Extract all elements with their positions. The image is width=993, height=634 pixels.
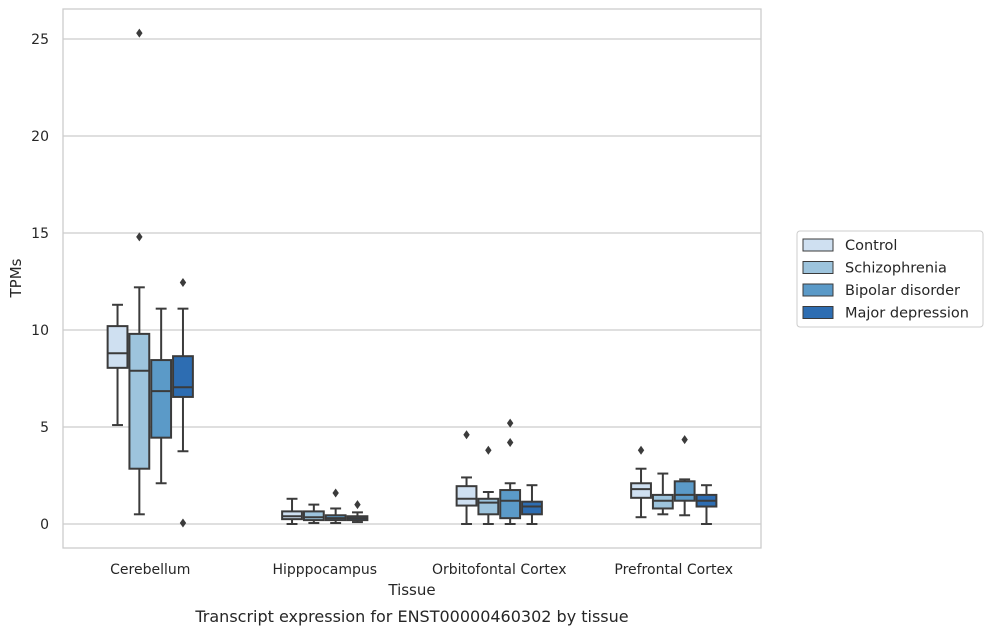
- box-iqr: [302, 510, 325, 522]
- box-orbitofontal-cortex-bipolar-disorder: [499, 418, 522, 525]
- box-prefrontal-cortex-major-depression: [695, 484, 718, 525]
- outlier-point: [506, 438, 514, 448]
- x-tick-label-hipppocampus: Hipppocampus: [272, 562, 377, 578]
- box-orbitofontal-cortex-control: [455, 430, 478, 525]
- legend-swatch: [802, 238, 834, 252]
- box-cerebellum-major-depression: [172, 277, 194, 528]
- outlier-point: [506, 418, 514, 428]
- y-tick-label-0: 0: [40, 517, 49, 533]
- box-prefrontal-cortex-bipolar-disorder: [673, 435, 696, 517]
- box-cerebellum-control: [106, 303, 129, 427]
- box-iqr: [477, 497, 500, 516]
- y-tick-label-5: 5: [40, 420, 49, 436]
- outlier-point: [637, 445, 645, 455]
- grid-lines: [63, 38, 761, 525]
- box-hipppocampus-schizophrenia: [302, 503, 325, 525]
- x-tick-label-orbitofontal-cortex: Orbitofontal Cortex: [432, 562, 567, 578]
- legend-item-schizophrenia: Schizophrenia: [802, 261, 947, 277]
- chart-caption: Transcript expression for ENST0000046030…: [194, 607, 628, 626]
- box-iqr: [499, 489, 522, 520]
- x-tick-label-cerebellum: Cerebellum: [110, 562, 190, 578]
- legend-label: Bipolar disorder: [845, 283, 960, 299]
- y-tick-label-15: 15: [31, 226, 49, 242]
- legend-item-control: Control: [802, 238, 897, 254]
- y-tick-label-25: 25: [31, 32, 49, 48]
- legend-frame: [796, 230, 984, 328]
- x-tick-label-prefrontal-cortex: Prefrontal Cortex: [614, 562, 733, 578]
- legend-swatch: [802, 261, 834, 274]
- box-iqr: [630, 482, 652, 499]
- boxes: [106, 28, 718, 528]
- box-hipppocampus-control: [281, 497, 303, 525]
- plot-area-border: [62, 8, 762, 549]
- box-prefrontal-cortex-schizophrenia: [651, 472, 674, 516]
- box-cerebellum-schizophrenia: [128, 28, 151, 516]
- box-iqr: [455, 485, 478, 507]
- legend-label: Major depression: [845, 306, 969, 322]
- outlier-point: [179, 518, 187, 528]
- box-iqr: [172, 355, 194, 398]
- box-iqr: [521, 500, 543, 516]
- legend-label: Schizophrenia: [845, 261, 947, 277]
- box-cerebellum-bipolar-disorder: [150, 307, 173, 485]
- legend-item-bipolar-disorder: Bipolar disorder: [802, 283, 960, 299]
- outlier-point: [681, 435, 688, 445]
- outlier-point: [463, 430, 470, 440]
- legend-swatch: [802, 283, 834, 297]
- x-axis-title: Tissue: [387, 581, 435, 599]
- y-tick-label-10: 10: [31, 323, 49, 339]
- box-prefrontal-cortex-control: [630, 445, 652, 519]
- y-tick-label-20: 20: [31, 129, 49, 145]
- box-hipppocampus-major-depression: [346, 500, 369, 524]
- legend-item-major-depression: Major depression: [802, 306, 969, 322]
- box-iqr: [106, 325, 129, 369]
- box-iqr: [150, 359, 173, 439]
- legend: Control Schizophrenia Bipolar disorder Majo…: [796, 230, 984, 328]
- legend-label: Control: [845, 238, 897, 254]
- x-axis-ticks: Cerebellum Hipppocampus Orbitofontal Corte…: [110, 562, 733, 578]
- y-axis-title: TPMs: [7, 258, 25, 298]
- box-hipppocampus-bipolar-disorder: [324, 488, 347, 525]
- outlier-point: [485, 445, 492, 455]
- outlier-point: [136, 28, 143, 38]
- outlier-point: [332, 488, 339, 498]
- box-orbitofontal-cortex-major-depression: [521, 484, 543, 525]
- legend-swatch: [802, 306, 834, 319]
- outlier-point: [136, 232, 143, 242]
- y-axis-ticks: 0 5 10 15 20 25: [31, 32, 49, 533]
- box-iqr: [673, 480, 696, 502]
- outlier-point: [179, 277, 187, 287]
- box-orbitofontal-cortex-schizophrenia: [477, 445, 500, 525]
- box-iqr: [128, 332, 151, 470]
- outlier-point: [354, 500, 361, 510]
